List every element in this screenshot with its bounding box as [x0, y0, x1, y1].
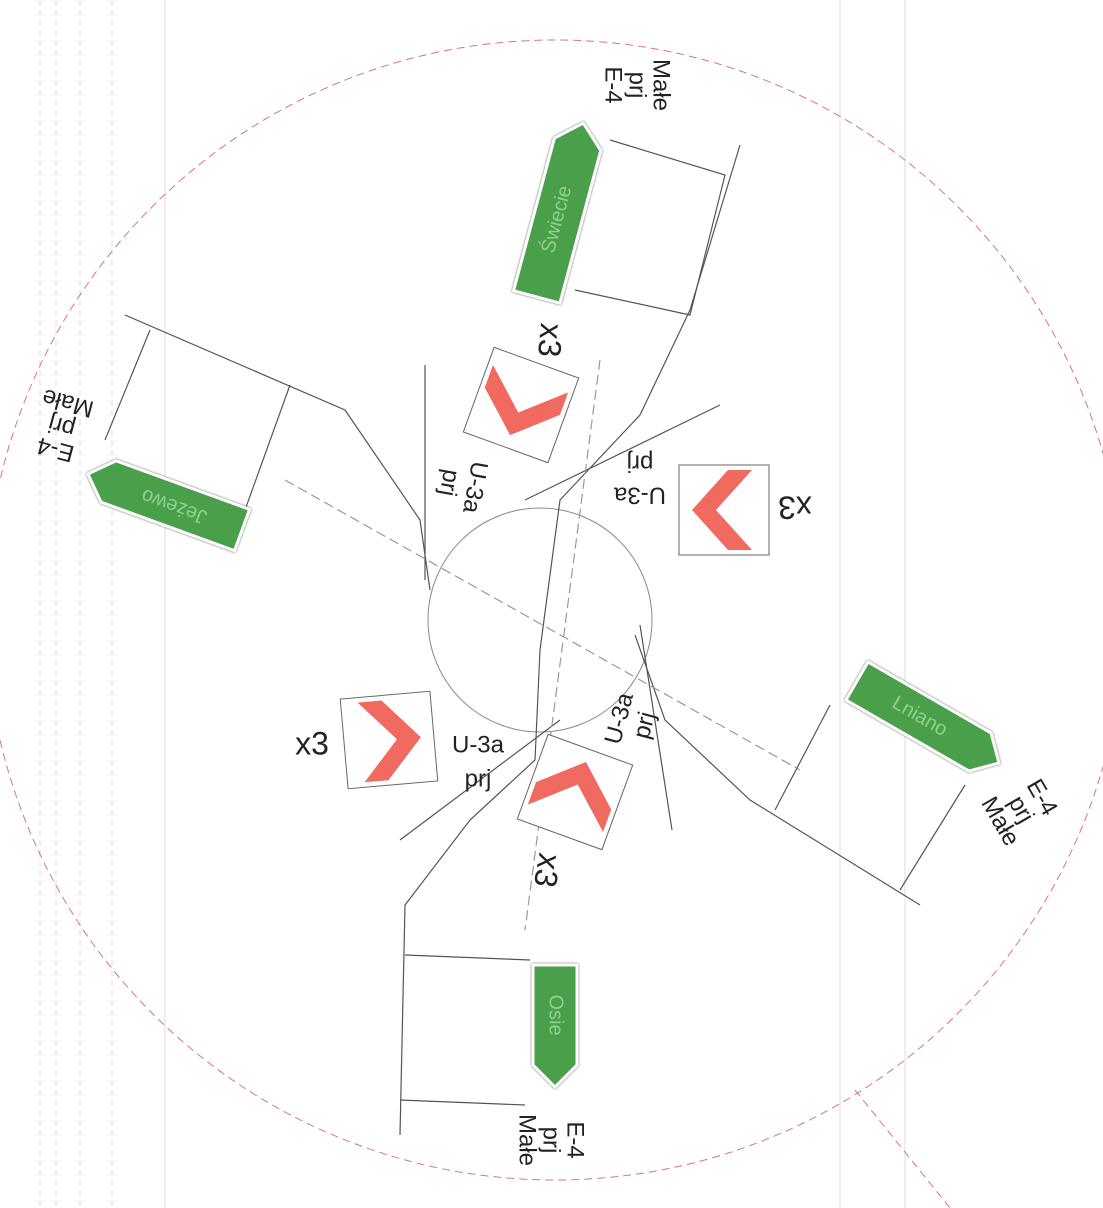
code: U-3a	[613, 482, 666, 509]
sign-caption: E-4 prj Małe	[600, 59, 675, 111]
chevron-caption: U-3a prj	[613, 450, 666, 509]
chevron-sign	[463, 347, 578, 462]
size: Małe	[514, 1114, 541, 1166]
destination: Osie	[545, 994, 567, 1035]
direction-sign: Osie	[533, 965, 577, 1087]
note: prj	[538, 1127, 565, 1154]
sign-caption: E-4 prj Małe	[27, 383, 97, 469]
chevron-caption: U-3a prj	[431, 455, 492, 516]
background-lines	[40, 0, 905, 1208]
count: x3	[295, 725, 329, 761]
code: U-3a	[452, 731, 505, 758]
sign-caption: E-4 prj Małe	[514, 1114, 589, 1166]
chevron-sign	[679, 465, 769, 555]
chevron-sign	[340, 691, 438, 789]
chevron-caption: x3	[527, 851, 568, 891]
leader-line	[855, 1090, 950, 1208]
code: E-4	[600, 66, 627, 103]
sign-caption: E-4 prj Małe	[976, 768, 1067, 851]
code: E-4	[562, 1121, 589, 1158]
note: prj	[434, 467, 465, 498]
count: x3	[527, 851, 568, 891]
chevron-caption: U-3a prj	[600, 689, 665, 754]
direction-sign: Świecie	[514, 117, 607, 303]
size: Małe	[39, 383, 96, 423]
chevron-sign	[517, 734, 632, 849]
count: x3	[531, 322, 570, 359]
chevron-caption: x3	[295, 725, 329, 761]
chevron-caption: U-3a prj	[452, 731, 505, 792]
note: prj	[624, 72, 651, 99]
note: prj	[627, 450, 654, 477]
note: prj	[465, 765, 492, 792]
count: x3	[778, 490, 812, 526]
plan: Świecie E-4 prj Małe Jeżewo E-4 prj Małe…	[0, 0, 1103, 1208]
note: prj	[628, 709, 661, 742]
size: Małe	[648, 59, 675, 111]
chevron-caption: x3	[778, 490, 812, 526]
direction-sign: Lniano	[846, 662, 1010, 782]
chevron-caption: x3	[531, 322, 570, 359]
